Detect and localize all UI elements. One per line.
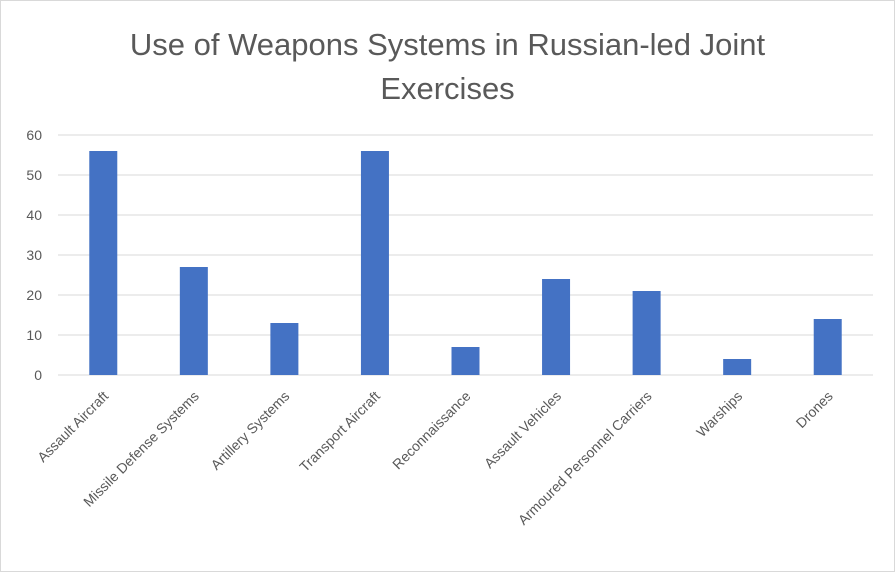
bar-0 bbox=[89, 151, 118, 375]
bar-3 bbox=[360, 151, 389, 375]
x-category-label-3: Transport Aircraft bbox=[296, 388, 383, 475]
bar-1 bbox=[179, 267, 208, 375]
bar-5 bbox=[542, 279, 571, 375]
bar-2 bbox=[270, 323, 299, 375]
chart-title-line-2: Exercises bbox=[380, 71, 515, 106]
x-category-label-8: Drones bbox=[793, 388, 836, 431]
x-category-label-7: Warships bbox=[693, 388, 745, 440]
y-tick-label-30: 30 bbox=[26, 247, 42, 263]
y-tick-label-50: 50 bbox=[26, 167, 42, 183]
bar-8 bbox=[813, 319, 842, 375]
x-category-label-5: Assault Vehicles bbox=[481, 388, 564, 471]
chart-title: Use of Weapons Systems in Russian-led Jo… bbox=[1, 23, 894, 111]
y-tick-label-10: 10 bbox=[26, 327, 42, 343]
chart-title-line-1: Use of Weapons Systems in Russian-led Jo… bbox=[129, 27, 766, 62]
bar-7 bbox=[723, 359, 752, 375]
x-category-label-2: Artillery Systems bbox=[207, 388, 292, 473]
y-tick-label-0: 0 bbox=[34, 367, 42, 383]
bar-4 bbox=[451, 347, 480, 375]
y-tick-label-20: 20 bbox=[26, 287, 42, 303]
x-category-label-4: Reconnaissance bbox=[389, 388, 474, 473]
bar-6 bbox=[632, 291, 661, 375]
y-tick-label-40: 40 bbox=[26, 207, 42, 223]
x-category-label-0: Assault Aircraft bbox=[34, 388, 111, 465]
y-tick-label-60: 60 bbox=[26, 127, 42, 143]
